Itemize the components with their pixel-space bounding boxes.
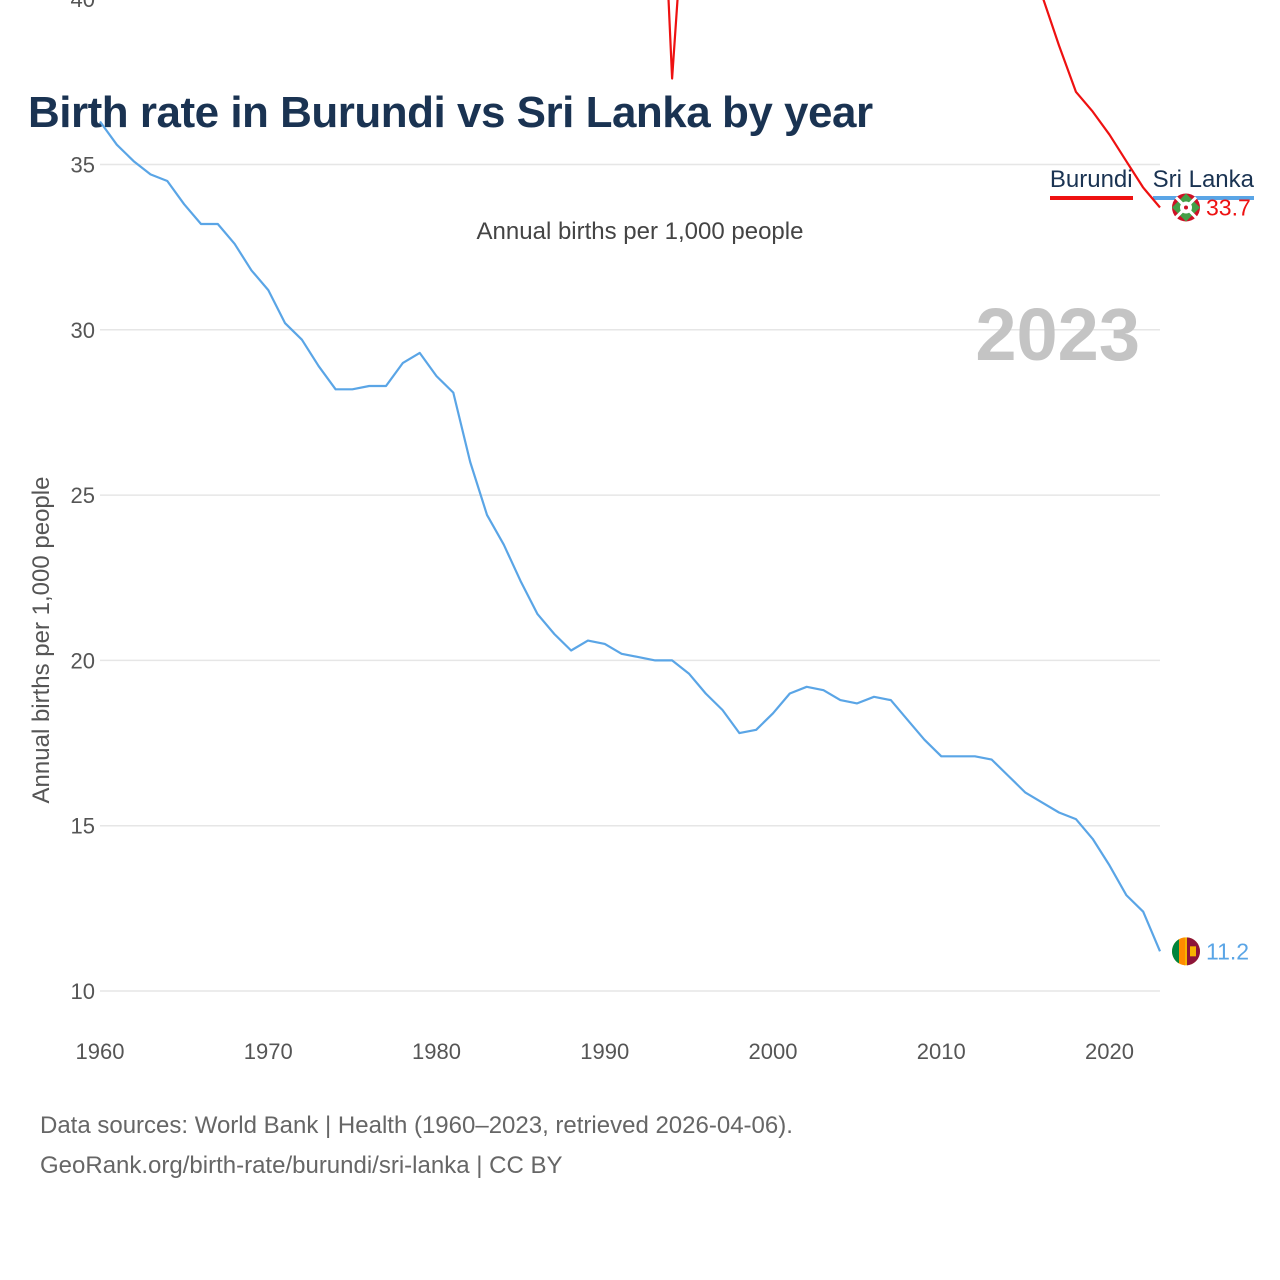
y-tick-label: 35: [71, 153, 95, 178]
x-tick-label: 1970: [244, 1039, 293, 1064]
x-tick-label: 2010: [917, 1039, 966, 1064]
end-label-burundi: 33.7: [1206, 194, 1251, 220]
x-tick-label: 1960: [76, 1039, 125, 1064]
burundi-flag-icon: [1172, 193, 1200, 222]
legend: Burundi Sri Lanka: [1049, 166, 1254, 200]
y-tick-label: 40: [71, 0, 95, 12]
year-watermark: 2023: [975, 293, 1140, 376]
end-markers: 33.7 11.2: [1172, 193, 1251, 966]
legend-item-sri-lanka[interactable]: Sri Lanka: [1152, 166, 1254, 200]
end-label-sri-lanka: 11.2: [1206, 938, 1249, 964]
page-title: Birth rate in Burundi vs Sri Lanka by ye…: [28, 88, 873, 137]
y-tick-label: 25: [71, 483, 95, 508]
x-axis-ticks: 1960 1970 1980 1990 2000 2010 2020: [76, 1039, 1134, 1064]
x-tick-label: 2000: [749, 1039, 798, 1064]
source-line-1: Data sources: World Bank | Health (1960–…: [40, 1112, 793, 1139]
x-tick-label: 1980: [412, 1039, 461, 1064]
legend-item-burundi[interactable]: Burundi: [1049, 166, 1133, 200]
series-lines: [99, 0, 1162, 952]
y-tick-label: 10: [71, 979, 95, 1004]
x-tick-label: 2020: [1085, 1039, 1134, 1064]
source-line-2[interactable]: GeoRank.org/birth-rate/burundi/sri-lanka…: [40, 1152, 563, 1179]
y-tick-label: 15: [71, 814, 95, 839]
series-line-burundi: [667, 0, 1161, 209]
gridlines: [100, 163, 1160, 992]
data-source: Data sources: World Bank | Health (1960–…: [40, 1106, 793, 1186]
chart-subtitle: Annual births per 1,000 people: [476, 218, 804, 245]
y-axis-ticks: 101520253035404550: [71, 0, 95, 1004]
x-tick-label: 1990: [580, 1039, 629, 1064]
series-line-sri-lanka: [99, 120, 1162, 952]
sri-lanka-flag-icon: [1172, 937, 1201, 966]
y-tick-label: 30: [71, 318, 95, 343]
y-tick-label: 20: [71, 648, 95, 673]
